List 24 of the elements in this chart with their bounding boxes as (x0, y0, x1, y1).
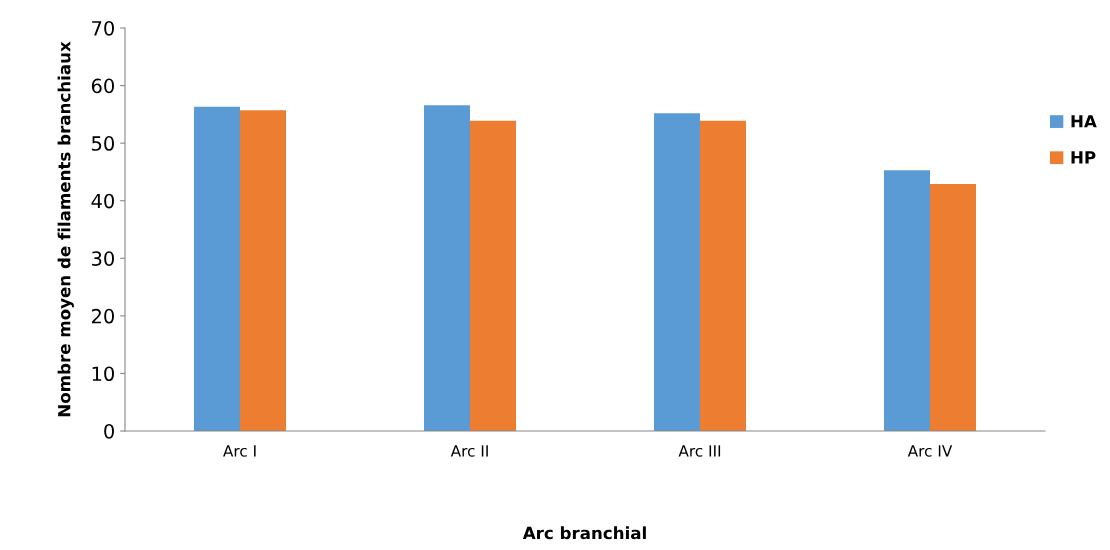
x-tick-label: Arc III (678, 445, 721, 457)
x-axis-title: Arc branchial (522, 526, 646, 540)
bar (884, 170, 930, 431)
x-tick-label: Arc IV (907, 445, 953, 457)
y-tick-label: 50 (92, 136, 114, 151)
bar (930, 184, 976, 431)
y-tick-label: 10 (92, 366, 114, 382)
bar (654, 113, 700, 431)
bar (470, 120, 516, 431)
y-tick-label: 70 (92, 20, 114, 36)
legend-label: HA (1071, 115, 1097, 128)
x-tick-label: Arc II (450, 445, 488, 457)
bar (240, 110, 286, 431)
x-tick-label: Arc I (223, 445, 256, 457)
y-tick-label: 40 (91, 193, 114, 209)
legend-label: HP (1071, 151, 1096, 164)
y-tick-label: 60 (91, 78, 114, 94)
y-tick-label: 20 (91, 308, 114, 324)
y-axis-title: Nombre moyen de filaments branchiaux (57, 41, 74, 417)
bar (424, 105, 470, 431)
y-tick-label: 30 (92, 251, 114, 266)
y-tick-label: 0 (104, 423, 114, 439)
bar (194, 106, 240, 431)
bar (700, 120, 746, 431)
